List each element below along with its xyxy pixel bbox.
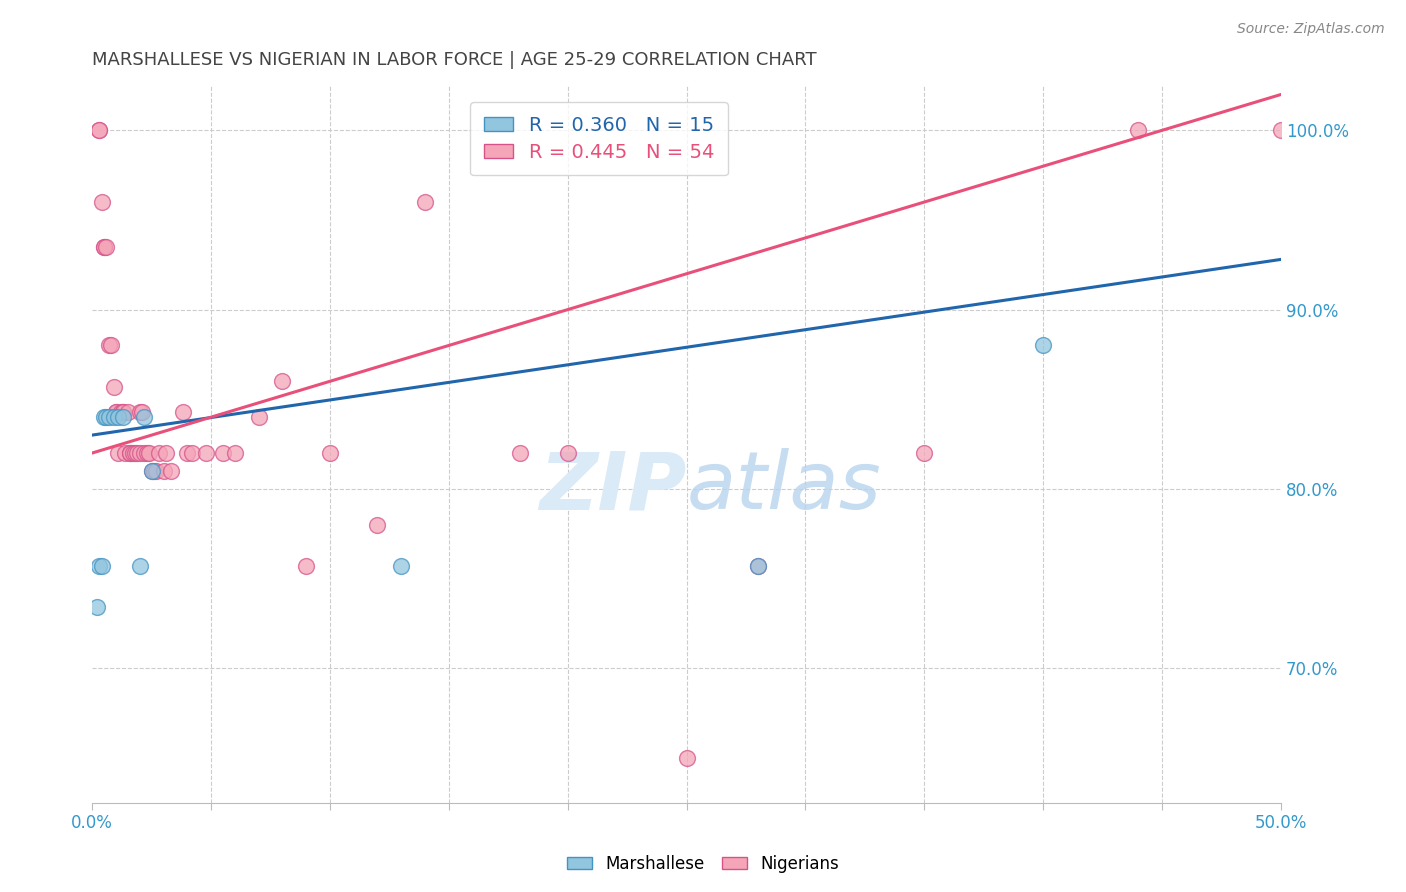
Text: atlas: atlas [686, 448, 882, 526]
Point [96, 240, 118, 254]
Point [145, 464, 167, 478]
Point [295, 558, 318, 573]
Point [319, 446, 342, 460]
Text: Source: ZipAtlas.com: Source: ZipAtlas.com [1237, 22, 1385, 37]
Point [120, 446, 142, 460]
Point [128, 446, 150, 460]
Point [181, 446, 204, 460]
Point [128, 558, 150, 573]
Point [141, 464, 163, 478]
Point [124, 446, 146, 460]
Point [93, 240, 115, 254]
Point [138, 446, 160, 460]
Point [195, 446, 218, 460]
Point [141, 464, 163, 478]
Point [247, 410, 270, 425]
Point [224, 446, 246, 460]
Point [557, 446, 579, 460]
Point [675, 751, 697, 765]
Point [747, 558, 769, 573]
Point [121, 446, 143, 460]
Point [271, 374, 294, 388]
Point [152, 464, 174, 478]
Point [912, 446, 935, 460]
Point [107, 446, 129, 460]
Point [135, 446, 157, 460]
Point [747, 558, 769, 573]
Point [112, 410, 135, 425]
Point [104, 405, 127, 419]
Point [90, 558, 112, 573]
Point [212, 446, 235, 460]
Point [112, 405, 135, 419]
Point [112, 405, 135, 419]
Point [97, 410, 120, 425]
Point [128, 405, 150, 419]
Point [155, 446, 177, 460]
Point [120, 446, 142, 460]
Point [131, 405, 153, 419]
Point [1032, 338, 1054, 352]
Point [96, 410, 118, 425]
Point [1270, 123, 1292, 137]
Point [134, 410, 156, 425]
Point [86, 600, 108, 615]
Text: MARSHALLESE VS NIGERIAN IN LABOR FORCE | AGE 25-29 CORRELATION CHART: MARSHALLESE VS NIGERIAN IN LABOR FORCE |… [93, 51, 817, 69]
Point [117, 405, 139, 419]
Point [103, 410, 125, 425]
Point [148, 446, 170, 460]
Point [89, 123, 111, 137]
Point [89, 123, 111, 137]
Point [509, 446, 531, 460]
Point [114, 446, 136, 460]
Point [97, 338, 120, 352]
Point [134, 446, 156, 460]
Point [172, 405, 194, 419]
Point [143, 464, 166, 478]
Point [1128, 123, 1150, 137]
Text: ZIP: ZIP [538, 448, 686, 526]
Point [103, 380, 125, 394]
Point [127, 446, 149, 460]
Point [107, 410, 129, 425]
Point [366, 517, 388, 532]
Point [93, 410, 115, 425]
Point [100, 338, 122, 352]
Point [413, 195, 436, 210]
Legend: R = 0.360   N = 15, R = 0.445   N = 54: R = 0.360 N = 15, R = 0.445 N = 54 [471, 103, 728, 176]
Point [104, 405, 127, 419]
Point [90, 195, 112, 210]
Legend: Marshallese, Nigerians: Marshallese, Nigerians [561, 848, 845, 880]
Point [389, 558, 412, 573]
Point [159, 464, 181, 478]
Point [93, 240, 115, 254]
Point [176, 446, 198, 460]
Point [89, 558, 111, 573]
Point [110, 405, 132, 419]
